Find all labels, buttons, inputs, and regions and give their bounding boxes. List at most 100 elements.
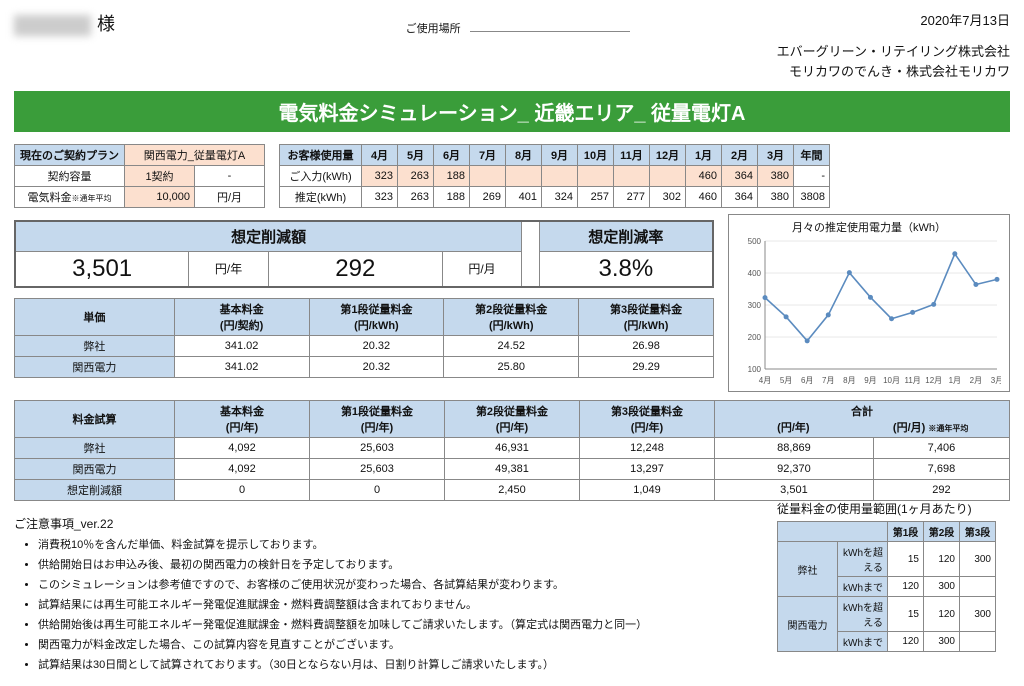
savings-amt-label: 想定削減額 bbox=[15, 221, 522, 251]
svg-text:4月: 4月 bbox=[759, 376, 771, 385]
range-over-label-1: kWhを超える bbox=[838, 542, 888, 577]
company-1: エバーグリーン・リテイリング株式会社 bbox=[14, 42, 1010, 62]
usage-header: お客様使用量 bbox=[280, 145, 362, 166]
cost-header: 第1段従量料金(円/年) bbox=[310, 401, 445, 438]
savings-yr-val: 3,501 bbox=[72, 255, 132, 282]
usage-input-cell bbox=[650, 166, 686, 187]
usage-month: 10月 bbox=[578, 145, 614, 166]
svg-text:5月: 5月 bbox=[780, 376, 792, 385]
chart-svg: 1002003004005004月5月6月7月8月9月10月11月12月1月2月… bbox=[737, 237, 1001, 387]
cost-cell: 1,049 bbox=[580, 480, 715, 501]
cost-cell: 7,406 bbox=[873, 438, 1009, 459]
range-over-label-2: kWhを超える bbox=[838, 597, 888, 632]
usage-input-cell bbox=[542, 166, 578, 187]
cost-table: 料金試算基本料金(円/年)第1段従量料金(円/年)第2段従量料金(円/年)第3段… bbox=[14, 400, 1010, 501]
usage-table: お客様使用量4月5月6月7月8月9月10月11月12月1月2月3月年間 ご入力(… bbox=[279, 144, 830, 208]
usage-input-cell: 263 bbox=[398, 166, 434, 187]
usage-est-cell: 460 bbox=[686, 187, 722, 208]
usage-month: 年間 bbox=[794, 145, 830, 166]
svg-text:400: 400 bbox=[748, 269, 762, 278]
unit-header: 第1段従量料金(円/kWh) bbox=[309, 299, 444, 336]
cost-cell: 25,603 bbox=[310, 438, 445, 459]
cost-cell: 0 bbox=[175, 480, 310, 501]
usage-est-cell: 277 bbox=[614, 187, 650, 208]
usage-month: 11月 bbox=[614, 145, 650, 166]
range-title: 従量料金の使用量範囲(1ヶ月あたり) bbox=[777, 500, 996, 517]
svg-text:500: 500 bbox=[748, 237, 762, 246]
plan-header: 現在のご契約プラン bbox=[15, 145, 125, 166]
cost-ours-label: 弊社 bbox=[15, 438, 175, 459]
svg-text:9月: 9月 bbox=[864, 376, 876, 385]
savings-rate-label: 想定削減率 bbox=[539, 221, 713, 251]
range-tier: 第2段 bbox=[924, 522, 960, 542]
unit-ours-label: 弊社 bbox=[15, 336, 175, 357]
cost-header: 合計(円/年)(円/月) ※通年平均 bbox=[715, 401, 1010, 438]
usage-input-cell: 364 bbox=[722, 166, 758, 187]
svg-text:1月: 1月 bbox=[949, 376, 961, 385]
usage-location: ご使用場所 bbox=[406, 18, 630, 36]
unit-cell: 20.32 bbox=[309, 336, 444, 357]
usage-month: 4月 bbox=[362, 145, 398, 166]
customer-masked bbox=[14, 15, 91, 36]
usage-month: 7月 bbox=[470, 145, 506, 166]
usage-input-cell bbox=[470, 166, 506, 187]
usage-month: 1月 bbox=[686, 145, 722, 166]
usage-location-label: ご使用場所 bbox=[406, 23, 461, 35]
usage-input-label: ご入力(kWh) bbox=[280, 166, 362, 187]
plan-name: 関西電力_従量電灯A bbox=[125, 145, 265, 166]
cost-cell: 3,501 bbox=[715, 480, 874, 501]
usage-month: 3月 bbox=[758, 145, 794, 166]
svg-text:200: 200 bbox=[748, 333, 762, 342]
usage-est-cell: 380 bbox=[758, 187, 794, 208]
cost-cell: 92,370 bbox=[715, 459, 874, 480]
savings-yr-unit: 円/年 bbox=[189, 251, 269, 287]
unit-price-table: 単価基本料金(円/契約)第1段従量料金(円/kWh)第2段従量料金(円/kWh)… bbox=[14, 298, 714, 378]
company-block: エバーグリーン・リテイリング株式会社 モリカワのでんき・株式会社モリカワ bbox=[14, 42, 1010, 81]
cost-cell: 2,450 bbox=[445, 480, 580, 501]
usage-month: 12月 bbox=[650, 145, 686, 166]
svg-text:100: 100 bbox=[748, 365, 762, 374]
fee-unit: 円/月 bbox=[195, 187, 265, 208]
usage-input-cell bbox=[578, 166, 614, 187]
unit-header: 第3段従量料金(円/kWh) bbox=[579, 299, 714, 336]
unit-cell: 20.32 bbox=[309, 357, 444, 378]
unit-header: 単価 bbox=[15, 299, 175, 336]
usage-est-cell: 269 bbox=[470, 187, 506, 208]
top-bar: 様 ご使用場所 2020年7月13日 bbox=[14, 10, 1010, 36]
tier-range-block: 従量料金の使用量範囲(1ヶ月あたり) 第1段第2段第3段 弊社 kWhを超える … bbox=[777, 500, 996, 652]
cost-diff-label: 想定削減額 bbox=[15, 480, 175, 501]
usage-input-cell: 323 bbox=[362, 166, 398, 187]
usage-month: 9月 bbox=[542, 145, 578, 166]
usage-location-field bbox=[470, 18, 630, 32]
unit-cell: 26.98 bbox=[579, 336, 714, 357]
svg-text:11月: 11月 bbox=[904, 376, 920, 385]
usage-input-cell: 188 bbox=[434, 166, 470, 187]
svg-text:7月: 7月 bbox=[822, 376, 834, 385]
range-table: 第1段第2段第3段 弊社 kWhを超える 15120300 kWhまで 1203… bbox=[777, 521, 996, 652]
usage-est-cell: 257 bbox=[578, 187, 614, 208]
cost-header: 第2段従量料金(円/年) bbox=[445, 401, 580, 438]
cost-header: 料金試算 bbox=[15, 401, 175, 438]
cost-kansai-label: 関西電力 bbox=[15, 459, 175, 480]
usage-est-cell: 3808 bbox=[794, 187, 830, 208]
cap-unit: - bbox=[195, 166, 265, 187]
savings-box: 想定削減額 想定削減率 3,501 円/年 292 円/月 3.8% bbox=[14, 220, 714, 288]
cost-cell: 292 bbox=[873, 480, 1009, 501]
svg-text:2月: 2月 bbox=[970, 376, 982, 385]
range-upto-label-1: kWhまで bbox=[838, 577, 888, 597]
range-tier: 第3段 bbox=[960, 522, 996, 542]
title-banner: 電気料金シミュレーション_ 近畿エリア_ 従量電灯A bbox=[14, 91, 1010, 132]
usage-input-cell: 460 bbox=[686, 166, 722, 187]
cost-cell: 4,092 bbox=[175, 459, 310, 480]
cost-cell: 0 bbox=[310, 480, 445, 501]
customer-name: 様 bbox=[14, 10, 115, 36]
unit-header: 基本料金(円/契約) bbox=[174, 299, 309, 336]
cost-cell: 49,381 bbox=[445, 459, 580, 480]
cost-cell: 7,698 bbox=[873, 459, 1009, 480]
usage-est-cell: 364 bbox=[722, 187, 758, 208]
svg-text:3月: 3月 bbox=[991, 376, 1001, 385]
plan-table: 現在のご契約プラン 関西電力_従量電灯A 契約容量 1契約 - 電気料金※通年平… bbox=[14, 144, 265, 208]
unit-cell: 24.52 bbox=[444, 336, 579, 357]
cost-cell: 4,092 bbox=[175, 438, 310, 459]
unit-cell: 29.29 bbox=[579, 357, 714, 378]
